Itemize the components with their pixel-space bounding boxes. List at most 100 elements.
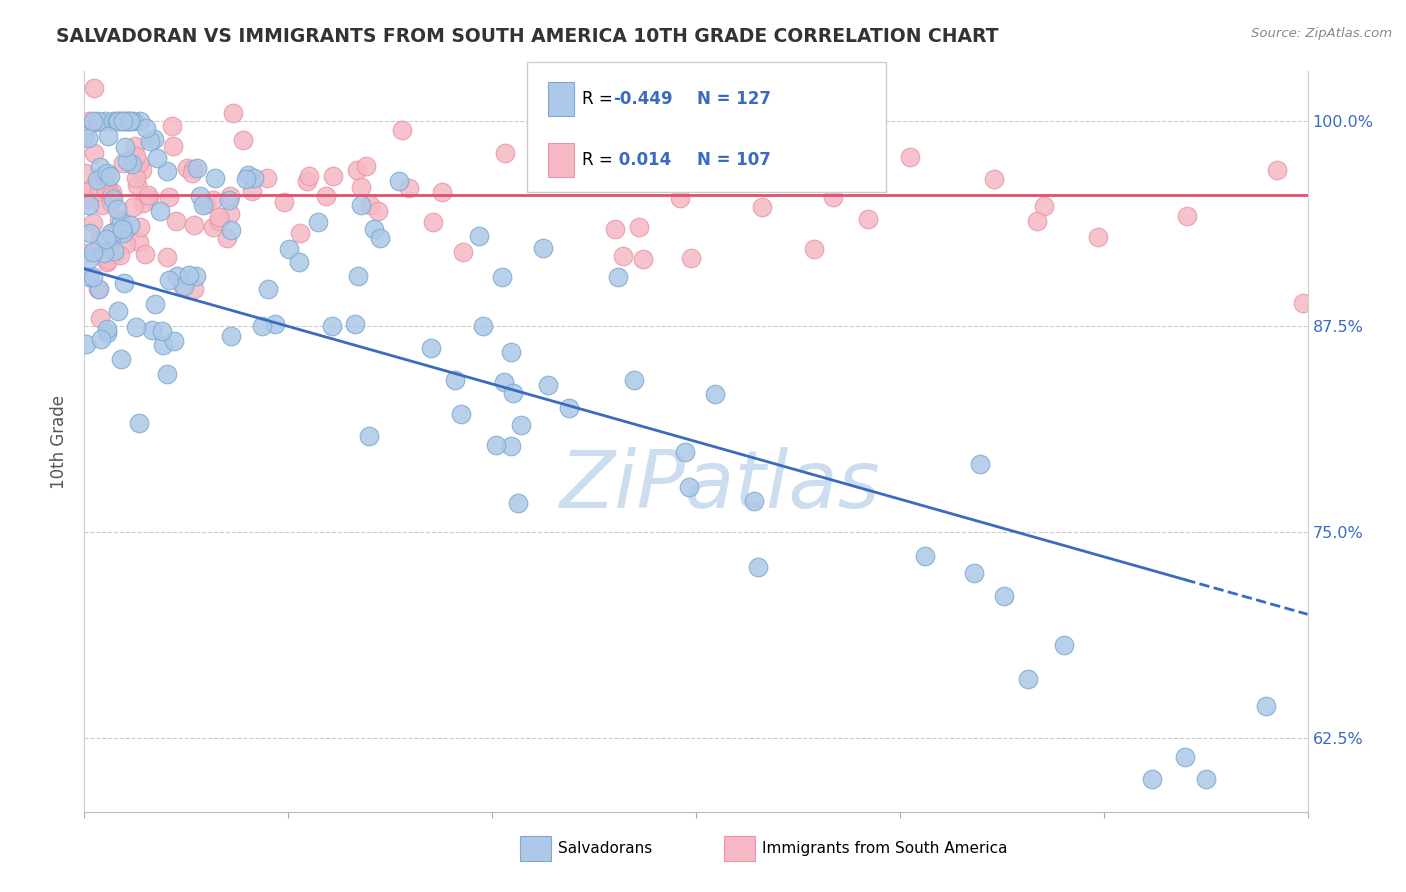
- Point: [132, 195, 155, 210]
- Point: [297, 173, 319, 187]
- Point: [184, 268, 207, 283]
- Point: [90, 332, 112, 346]
- Text: N = 107: N = 107: [697, 151, 772, 169]
- Point: [104, 247, 127, 261]
- Point: [150, 324, 173, 338]
- Point: [236, 169, 259, 183]
- Point: [114, 140, 136, 154]
- Point: [156, 367, 179, 381]
- Point: [1033, 199, 1056, 213]
- Point: [96, 231, 118, 245]
- Point: [451, 245, 474, 260]
- Point: [675, 444, 697, 458]
- Point: [499, 344, 522, 359]
- Point: [444, 373, 467, 387]
- Point: [492, 375, 515, 389]
- Point: [181, 166, 204, 180]
- Point: [188, 188, 211, 202]
- Point: [531, 242, 554, 256]
- Point: [183, 282, 205, 296]
- Point: [96, 166, 118, 180]
- Point: [129, 219, 152, 234]
- Point: [110, 352, 132, 367]
- Text: ZiPatlas: ZiPatlas: [560, 447, 880, 525]
- Point: [111, 221, 134, 235]
- Point: [157, 190, 180, 204]
- Point: [96, 255, 118, 269]
- Point: [128, 235, 150, 250]
- Point: [89, 234, 111, 248]
- Point: [115, 236, 138, 251]
- Point: [79, 227, 101, 241]
- Point: [77, 252, 100, 266]
- Point: [82, 178, 104, 193]
- Point: [558, 401, 581, 415]
- Point: [114, 113, 136, 128]
- Point: [678, 480, 700, 494]
- Point: [675, 145, 697, 159]
- Point: [367, 203, 389, 218]
- Point: [747, 560, 769, 574]
- Point: [219, 189, 242, 203]
- Point: [288, 255, 311, 269]
- Point: [1026, 214, 1049, 228]
- Point: [256, 170, 278, 185]
- Point: [138, 191, 160, 205]
- Point: [191, 197, 214, 211]
- Point: [222, 105, 245, 120]
- Point: [96, 322, 118, 336]
- Point: [93, 243, 115, 257]
- Point: [1291, 296, 1313, 310]
- Point: [388, 174, 411, 188]
- Point: [322, 169, 344, 184]
- Point: [183, 218, 205, 232]
- Point: [669, 190, 692, 204]
- Point: [125, 319, 148, 334]
- Point: [107, 113, 129, 128]
- Text: -0.449: -0.449: [613, 90, 672, 108]
- Point: [273, 195, 295, 210]
- Point: [118, 113, 141, 128]
- Point: [107, 303, 129, 318]
- Point: [100, 188, 122, 202]
- Point: [127, 178, 149, 192]
- Point: [100, 194, 122, 209]
- Point: [122, 200, 145, 214]
- Point: [485, 438, 508, 452]
- Point: [501, 439, 523, 453]
- Point: [160, 119, 183, 133]
- Point: [96, 183, 118, 197]
- Point: [101, 227, 124, 242]
- Text: R =: R =: [582, 90, 619, 108]
- Point: [76, 131, 98, 145]
- Point: [983, 172, 1005, 186]
- Point: [363, 222, 385, 236]
- Point: [537, 377, 560, 392]
- Point: [76, 185, 98, 199]
- Point: [359, 198, 381, 212]
- Point: [75, 246, 97, 260]
- Point: [803, 242, 825, 256]
- Point: [149, 204, 172, 219]
- Point: [1140, 772, 1163, 786]
- Point: [87, 185, 110, 199]
- Point: [391, 123, 413, 137]
- Point: [538, 153, 561, 168]
- Point: [91, 198, 114, 212]
- Point: [103, 225, 125, 239]
- Point: [176, 161, 198, 175]
- Point: [181, 161, 204, 176]
- Point: [430, 185, 453, 199]
- Point: [219, 207, 242, 221]
- Point: [217, 231, 239, 245]
- Point: [963, 566, 986, 581]
- Point: [350, 197, 373, 211]
- Point: [628, 219, 651, 234]
- Point: [141, 323, 163, 337]
- Point: [134, 247, 156, 261]
- Point: [77, 197, 100, 211]
- Point: [898, 149, 921, 163]
- Point: [75, 336, 97, 351]
- Point: [1194, 772, 1216, 786]
- Point: [263, 317, 285, 331]
